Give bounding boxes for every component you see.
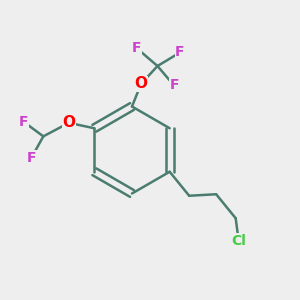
Text: F: F xyxy=(175,46,185,59)
Text: Cl: Cl xyxy=(231,234,246,248)
Text: F: F xyxy=(19,115,28,129)
Text: O: O xyxy=(134,76,148,92)
Text: F: F xyxy=(169,79,179,92)
Text: F: F xyxy=(132,41,141,55)
Text: O: O xyxy=(62,115,75,130)
Text: F: F xyxy=(27,151,36,165)
